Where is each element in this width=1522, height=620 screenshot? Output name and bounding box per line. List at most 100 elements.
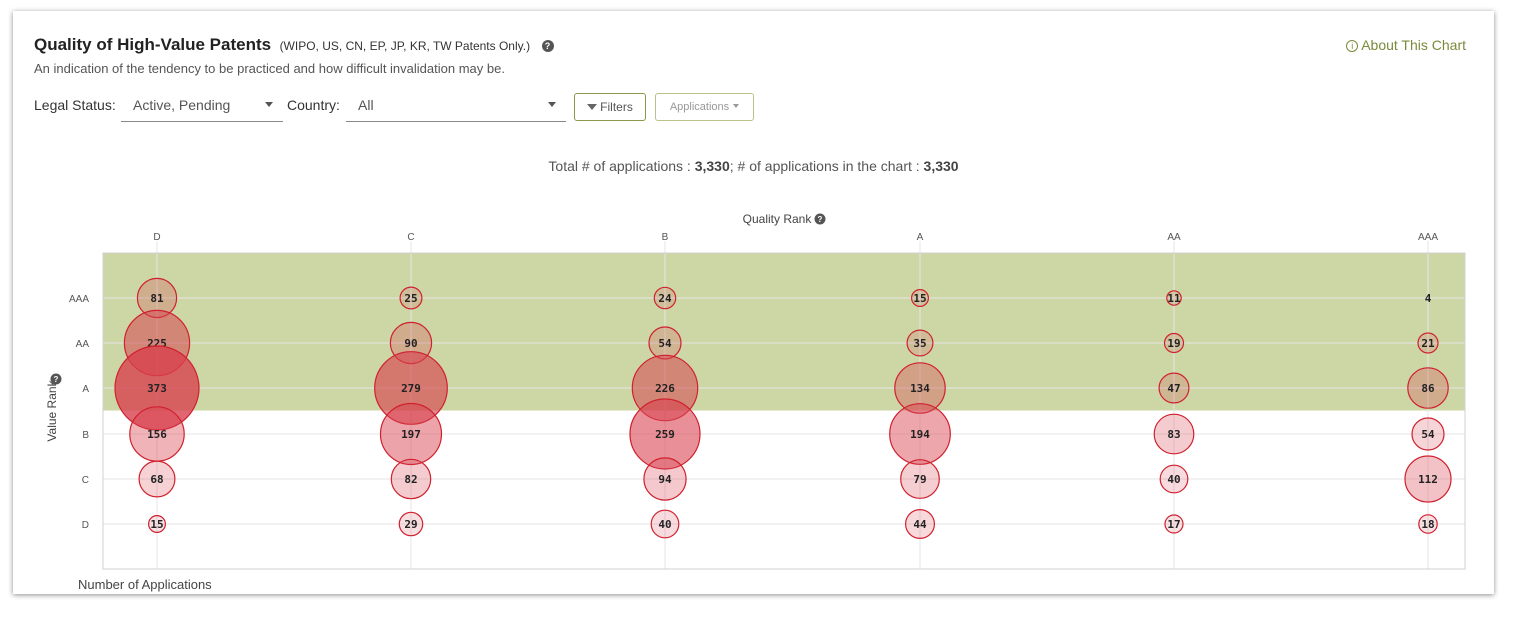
high-value-band bbox=[103, 253, 1465, 411]
bubble-label: 112 bbox=[1418, 473, 1438, 486]
bubble-label: 94 bbox=[658, 473, 672, 486]
bubble-label: 25 bbox=[404, 292, 417, 305]
chart-title-note: (WIPO, US, CN, EP, JP, KR, TW Patents On… bbox=[279, 39, 531, 53]
bubble-label: 11 bbox=[1167, 292, 1181, 305]
in-chart-label: # of applications in the chart : bbox=[737, 158, 924, 174]
y-tick-label: C bbox=[82, 475, 89, 486]
title-row: Quality of High-Value Patents (WIPO, US,… bbox=[34, 35, 554, 55]
applications-button[interactable]: Applications bbox=[655, 93, 754, 121]
chart-title: Quality of High-Value Patents bbox=[34, 35, 272, 54]
chart-card: Quality of High-Value Patents (WIPO, US,… bbox=[13, 11, 1494, 594]
bubble[interactable] bbox=[1164, 514, 1184, 534]
bubble-label: 68 bbox=[150, 473, 163, 486]
filters-button-label: Filters bbox=[600, 100, 633, 114]
bubble[interactable] bbox=[1158, 372, 1190, 404]
bubble[interactable] bbox=[398, 511, 424, 537]
bubble-label: 21 bbox=[1421, 337, 1435, 350]
about-this-chart-link[interactable]: i About This Chart bbox=[1346, 37, 1466, 53]
bubble-label: 40 bbox=[1167, 473, 1180, 486]
bubble-label: 86 bbox=[1421, 382, 1435, 395]
bubble[interactable] bbox=[399, 286, 423, 310]
bubble-label: 373 bbox=[147, 382, 167, 395]
x-tick-label: D bbox=[153, 232, 160, 243]
chevron-down-icon bbox=[548, 102, 556, 107]
bubble[interactable] bbox=[906, 329, 934, 357]
in-chart-value: 3,330 bbox=[923, 158, 959, 174]
question-mark-glyph: ? bbox=[54, 375, 59, 384]
y-tick-label: AAA bbox=[69, 294, 89, 305]
bubble[interactable] bbox=[889, 403, 951, 465]
bubble-label: 259 bbox=[655, 428, 675, 441]
bubble-label: 197 bbox=[401, 428, 421, 441]
bubble[interactable] bbox=[379, 402, 443, 466]
x-tick-label: A bbox=[917, 232, 924, 243]
totals-separator: ; bbox=[729, 158, 738, 174]
bubble[interactable] bbox=[629, 398, 701, 470]
bubble-label: 82 bbox=[404, 473, 417, 486]
bubble-label: 4 bbox=[1425, 292, 1432, 305]
country-label: Country: bbox=[287, 97, 340, 113]
bubble-label: 54 bbox=[658, 337, 672, 350]
y-tick-label: B bbox=[82, 430, 89, 441]
bubble[interactable] bbox=[1407, 367, 1449, 409]
question-circle-icon[interactable] bbox=[814, 213, 826, 225]
bubble-label: 226 bbox=[655, 382, 675, 395]
bubble-label: 35 bbox=[913, 337, 926, 350]
legal-status-label: Legal Status: bbox=[34, 97, 116, 113]
bubble-label: 24 bbox=[658, 292, 672, 305]
y-tick-label: AA bbox=[76, 339, 90, 350]
bubble[interactable] bbox=[643, 457, 687, 501]
bubble[interactable] bbox=[1418, 514, 1438, 534]
bubble[interactable] bbox=[910, 289, 929, 308]
bubble[interactable] bbox=[900, 459, 940, 499]
question-circle-icon[interactable] bbox=[50, 373, 62, 385]
plot-frame bbox=[102, 252, 1466, 570]
bubble-label: 134 bbox=[910, 382, 930, 395]
bubble-label: 17 bbox=[1167, 518, 1180, 531]
country-value: All bbox=[358, 97, 374, 113]
bubble[interactable] bbox=[138, 460, 176, 498]
bubble-label: 83 bbox=[1167, 428, 1180, 441]
bubble-label: 19 bbox=[1167, 337, 1180, 350]
bubble-label: 79 bbox=[913, 473, 926, 486]
bubble[interactable] bbox=[1417, 332, 1439, 354]
bubble[interactable] bbox=[114, 345, 200, 431]
x-tick-label: AAA bbox=[1418, 232, 1438, 243]
bubble[interactable] bbox=[1404, 455, 1452, 503]
bubble[interactable] bbox=[390, 458, 432, 500]
chevron-down-icon bbox=[265, 102, 273, 107]
bubble-label: 194 bbox=[910, 428, 930, 441]
country-select[interactable]: All bbox=[346, 91, 566, 122]
caret-down-icon bbox=[733, 104, 740, 108]
size-legend-label: Number of Applications bbox=[78, 577, 212, 592]
y-axis-title: Value Rank bbox=[45, 379, 59, 441]
filters-button[interactable]: Filters bbox=[574, 93, 646, 121]
bubble[interactable] bbox=[1166, 290, 1182, 306]
question-circle-icon[interactable]: ? bbox=[541, 40, 554, 52]
bubble[interactable] bbox=[1153, 413, 1195, 455]
bubble[interactable] bbox=[1159, 464, 1189, 494]
legal-status-select[interactable]: Active, Pending bbox=[121, 91, 283, 122]
bubble-label: 40 bbox=[658, 518, 671, 531]
x-tick-label: B bbox=[662, 232, 669, 243]
bubble-label: 15 bbox=[913, 292, 926, 305]
bubble-label: 81 bbox=[150, 292, 164, 305]
bubble-label: 156 bbox=[147, 428, 167, 441]
bubble[interactable] bbox=[1411, 417, 1445, 451]
about-label: About This Chart bbox=[1361, 37, 1466, 53]
question-mark-glyph: ? bbox=[818, 215, 823, 224]
bubble-label: 47 bbox=[1167, 382, 1180, 395]
bubble-label: 54 bbox=[1421, 428, 1435, 441]
bubble[interactable] bbox=[904, 509, 935, 540]
bubble[interactable] bbox=[653, 286, 677, 310]
bubble[interactable] bbox=[374, 351, 448, 425]
bubble[interactable] bbox=[650, 509, 680, 539]
bubble[interactable] bbox=[894, 362, 946, 414]
bubble[interactable] bbox=[1163, 332, 1185, 354]
bubble-label: 15 bbox=[150, 518, 163, 531]
bubble-label: 29 bbox=[404, 518, 417, 531]
total-value: 3,330 bbox=[694, 158, 730, 174]
filter-icon bbox=[587, 104, 598, 110]
info-circle-icon: i bbox=[1346, 40, 1359, 52]
bubble[interactable] bbox=[148, 515, 167, 534]
